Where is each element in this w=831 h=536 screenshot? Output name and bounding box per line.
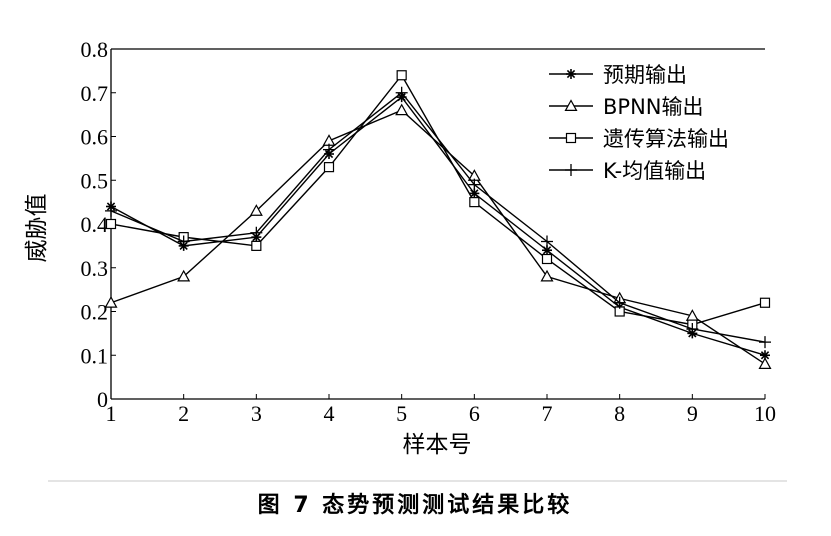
legend-marker: [566, 69, 576, 79]
data-point: [759, 336, 771, 349]
data-point: [323, 143, 335, 156]
legend-marker: [564, 99, 578, 112]
y-tick-label: 0.2: [81, 300, 109, 325]
y-tick-label: 0.1: [81, 343, 109, 368]
series-line: [110, 91, 766, 343]
legend-entry: BPNN输出: [549, 95, 704, 119]
x-tick-label: 4: [324, 401, 335, 426]
x-tick-label: 7: [542, 401, 553, 426]
data-point: [541, 253, 553, 265]
star-stroke: [542, 246, 552, 255]
axes: 0 0.1 0.2 0.3 0.4 0.5 0.6 0.7 0.8 1 2 3 4 5 6 7 8 9 10: [81, 37, 777, 426]
data-point: [469, 197, 480, 208]
legend-label: K-均值输出: [603, 159, 706, 183]
legend-entry: 预期输出: [549, 63, 687, 87]
legend-entry: K-均值输出: [549, 159, 706, 183]
x-tick-label: 9: [687, 401, 698, 426]
data-point: [541, 235, 553, 248]
x-tick-label: 6: [469, 401, 480, 426]
y-tick-label: 0.3: [81, 256, 109, 281]
series-line: [110, 109, 766, 365]
x-tick-label: 8: [614, 401, 625, 426]
y-tick-label: 0.5: [81, 168, 109, 193]
x-axis-title: 样本号: [403, 432, 472, 458]
data-point: [251, 240, 262, 251]
data-point: [396, 70, 407, 81]
x-tick-label: 1: [106, 401, 117, 426]
legend-marker: [565, 164, 577, 176]
data-point: [686, 323, 699, 335]
data-point: [395, 103, 409, 116]
star-stroke: [760, 351, 770, 360]
data-point: [105, 204, 117, 217]
series-layer: [104, 70, 772, 369]
y-tick-label: 0: [97, 387, 108, 412]
legend-marker: [565, 132, 577, 144]
star-stroke: [470, 189, 479, 198]
y-tick-label: 0.4: [81, 212, 109, 237]
y-tick-label: 0.6: [81, 125, 109, 150]
legend-label: 预期输出: [603, 63, 687, 87]
data-point: [177, 269, 191, 282]
data-point: [323, 162, 335, 173]
data-point: [613, 296, 626, 309]
legend-entry: 遗传算法输出: [549, 127, 729, 151]
data-point: [395, 86, 408, 99]
data-point: [758, 357, 772, 369]
data-point: [105, 218, 117, 230]
data-point: [177, 235, 190, 248]
x-tick-label: 2: [178, 401, 189, 426]
legend-label: BPNN输出: [603, 95, 704, 119]
y-tick-label: 0.8: [81, 37, 109, 62]
data-point: [540, 269, 554, 282]
legend-label: 遗传算法输出: [603, 127, 729, 151]
data-point: [468, 178, 481, 191]
data-point: [250, 226, 263, 239]
y-tick-label: 0.7: [81, 81, 109, 106]
series-2: [104, 103, 772, 369]
x-tick-label: 3: [251, 401, 262, 426]
star-stroke: [566, 69, 576, 79]
data-point: [104, 296, 118, 308]
data-point: [759, 297, 771, 308]
series-4: [105, 86, 771, 349]
x-tick-label: 5: [396, 401, 407, 426]
y-axis-title: 威胁值: [24, 194, 50, 263]
figure-caption: 图 7 态势预测测试结果比较: [258, 492, 573, 518]
data-point: [249, 204, 263, 216]
x-tick-label: 10: [754, 401, 776, 426]
